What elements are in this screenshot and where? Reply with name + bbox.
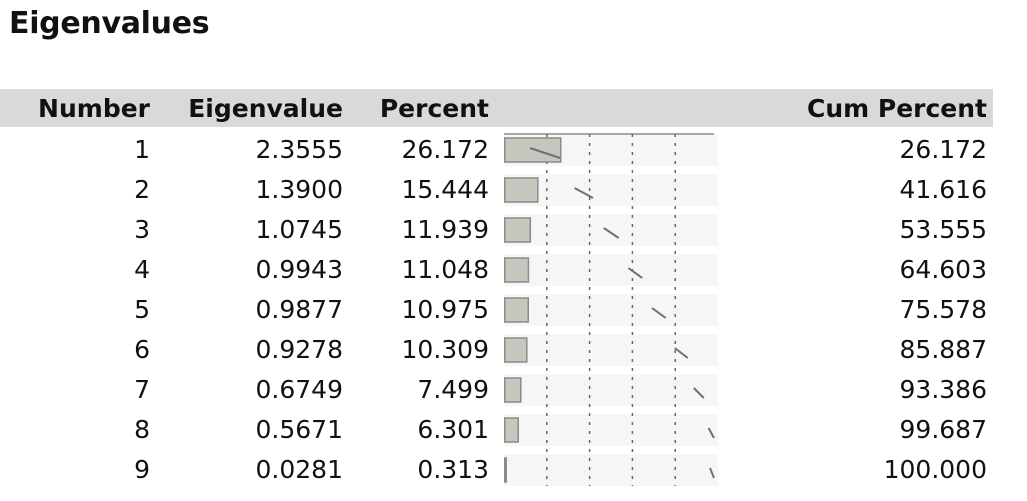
cell-number: 6 — [134, 335, 150, 364]
cell-eigenvalue: 0.5671 — [255, 415, 343, 444]
cell-percent: 26.172 — [401, 135, 489, 164]
cell-number: 7 — [134, 375, 150, 404]
cell-eigenvalue: 0.0281 — [255, 455, 343, 484]
cell-percent: 7.499 — [417, 375, 489, 404]
cumulative-marker-2 — [574, 187, 594, 199]
column-header-cum-percent[interactable]: Cum Percent — [806, 94, 987, 123]
cell-eigenvalue: 2.3555 — [255, 135, 343, 164]
cell-percent: 11.939 — [401, 215, 489, 244]
cumulative-marker-8 — [707, 427, 715, 439]
bar-cell-background — [504, 134, 718, 166]
column-header-percent[interactable]: Percent — [379, 94, 489, 123]
bar-cell-background — [504, 214, 718, 246]
table-header — [0, 89, 993, 127]
bar-cell-background — [504, 174, 718, 206]
cell-percent: 10.309 — [401, 335, 489, 364]
cumulative-marker-4 — [627, 267, 643, 279]
cell-number: 1 — [134, 135, 150, 164]
cell-eigenvalue: 0.9877 — [255, 295, 343, 324]
cell-eigenvalue: 0.9278 — [255, 335, 343, 364]
cell-cum-percent: 26.172 — [899, 135, 987, 164]
cell-cum-percent: 100.000 — [883, 455, 987, 484]
cell-eigenvalue: 1.0745 — [255, 215, 343, 244]
cumulative-marker-5 — [651, 307, 667, 319]
cell-cum-percent: 41.616 — [899, 175, 987, 204]
bar-cell-background — [504, 414, 718, 446]
percent-bar-6 — [504, 337, 528, 363]
percent-bar-4 — [504, 257, 530, 283]
cell-eigenvalue: 0.6749 — [255, 375, 343, 404]
cumulative-marker-7 — [693, 387, 705, 399]
bar-cell-background — [504, 254, 718, 286]
cell-cum-percent: 53.555 — [899, 215, 987, 244]
bar-cell-background — [504, 374, 718, 406]
bar-cell-background — [504, 294, 718, 326]
percent-bar-5 — [504, 297, 529, 323]
cell-cum-percent: 64.603 — [899, 255, 987, 284]
cell-eigenvalue: 0.9943 — [255, 255, 343, 284]
cell-number: 9 — [134, 455, 150, 484]
percent-bar-1 — [504, 137, 562, 163]
cell-cum-percent: 93.386 — [899, 375, 987, 404]
bar-cell-background — [504, 454, 718, 486]
cell-percent: 15.444 — [401, 175, 489, 204]
percent-bar-7 — [504, 377, 522, 403]
percent-bar-3 — [504, 217, 532, 243]
page-title: Eigenvalues — [9, 6, 210, 41]
percent-bar-2 — [504, 177, 539, 203]
cell-percent: 6.301 — [417, 415, 489, 444]
cell-percent: 11.048 — [401, 255, 489, 284]
percent-bar-8 — [504, 417, 519, 443]
column-header-number[interactable]: Number — [38, 94, 150, 123]
cumulative-marker-6 — [674, 347, 689, 359]
cell-percent: 10.975 — [401, 295, 489, 324]
cell-cum-percent: 85.887 — [899, 335, 987, 364]
cell-cum-percent: 75.578 — [899, 295, 987, 324]
cumulative-marker-1 — [529, 147, 561, 159]
column-header-eigenvalue[interactable]: Eigenvalue — [188, 94, 343, 123]
cumulative-marker-3 — [603, 227, 620, 239]
cell-number: 5 — [134, 295, 150, 324]
cell-number: 3 — [134, 215, 150, 244]
cell-number: 2 — [134, 175, 150, 204]
cell-number: 4 — [134, 255, 150, 284]
cumulative-marker-9 — [709, 467, 715, 479]
cell-percent: 0.313 — [417, 455, 489, 484]
cell-number: 8 — [134, 415, 150, 444]
cell-eigenvalue: 1.3900 — [255, 175, 343, 204]
bar-cell-background — [504, 334, 718, 366]
cell-cum-percent: 99.687 — [899, 415, 987, 444]
percent-bar-9 — [504, 457, 507, 483]
